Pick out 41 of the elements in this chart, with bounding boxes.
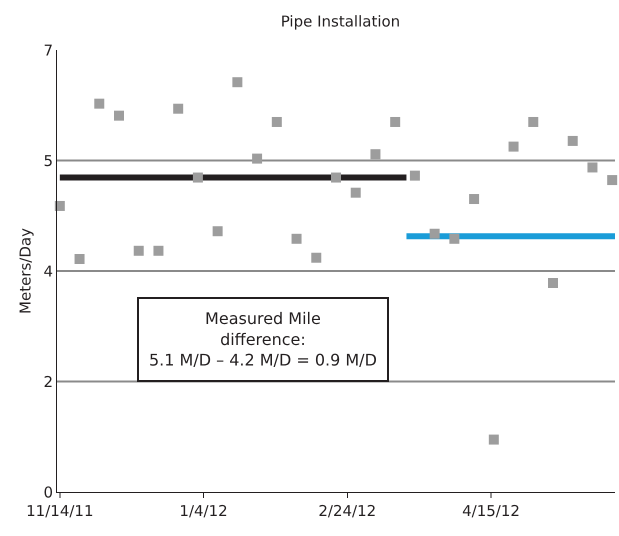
point [192,172,203,183]
point [173,104,184,114]
x-tick-label: 1/4/12 [179,502,228,520]
y-tick-label: 0 [43,483,53,502]
y-tick-label: 4 [43,262,53,280]
point [469,194,480,204]
point [232,77,242,88]
point [114,110,124,121]
x-tick-label: 4/15/12 [462,502,520,520]
y-tick-label: 2 [43,372,53,391]
point [252,154,262,164]
point [350,188,361,198]
point [548,278,558,288]
point [54,200,65,211]
x-tick-label: 2/24/12 [318,502,376,520]
point [94,98,104,109]
y-tick-label: 5 [43,152,53,170]
point [528,116,538,127]
point [292,234,302,244]
point [331,172,341,183]
point [153,246,164,256]
point [607,175,618,186]
y-tick-label: 7 [43,41,53,60]
point [568,136,578,146]
chart-title: Pipe Installation [280,12,400,31]
point [410,170,420,181]
point [134,246,144,256]
point [449,234,460,244]
point [212,226,223,236]
point [311,252,322,263]
point [508,142,519,152]
point [390,116,400,127]
point [370,149,380,160]
y-axis-title: Meters/Day [16,228,35,314]
point [430,228,440,239]
point [488,434,499,445]
annotation: Measured Mile difference: 5.1 M/D – 4.2 M/D = 0.9 M/D [149,309,377,370]
point [587,162,598,172]
x-tick-label: 11/14/11 [26,502,94,520]
point [272,116,282,127]
point [74,254,85,264]
